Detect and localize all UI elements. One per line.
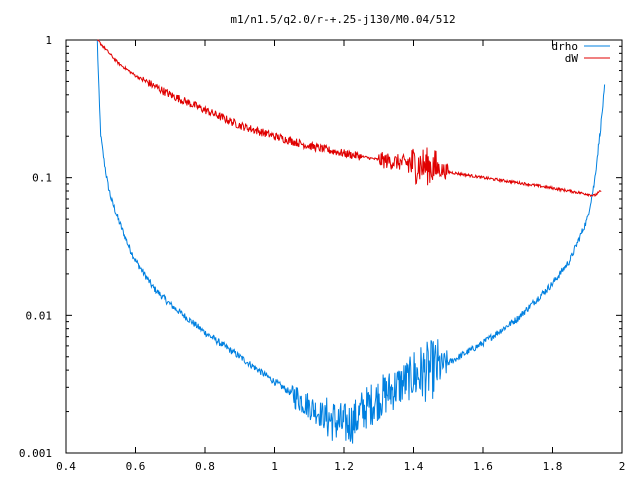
plot-series — [96, 39, 606, 444]
chart-title: m1/n1.5/q2.0/r-+.25-j130/M0.04/512 — [230, 13, 455, 26]
x-tick-label: 1.8 — [543, 460, 563, 473]
x-tick-label: 1.2 — [334, 460, 354, 473]
y-tick-label: 0.01 — [26, 309, 53, 322]
x-tick-label: 1 — [271, 460, 278, 473]
y-tick-label: 0.1 — [32, 172, 52, 185]
x-tick-label: 1.6 — [473, 460, 493, 473]
x-tick-label: 1.4 — [404, 460, 424, 473]
x-tick-label: 0.8 — [195, 460, 215, 473]
x-tick-label: 2 — [619, 460, 626, 473]
plot-frame — [65, 39, 623, 454]
series-drho-line — [96, 39, 606, 444]
x-tick-label: 0.6 — [126, 460, 146, 473]
axis-ticks: 0.4 0.6 0.8 1 1.2 1.4 1.6 1.8 2 0.001 0.01 0.1 1 — [19, 34, 625, 473]
series-dW-line — [96, 39, 602, 198]
y-tick-label: 1 — [45, 34, 52, 47]
legend-label-drho: drho — [552, 40, 579, 53]
legend-label-dW: dW — [565, 52, 579, 65]
y-tick-label: 0.001 — [19, 447, 52, 460]
x-tick-label: 0.4 — [56, 460, 76, 473]
